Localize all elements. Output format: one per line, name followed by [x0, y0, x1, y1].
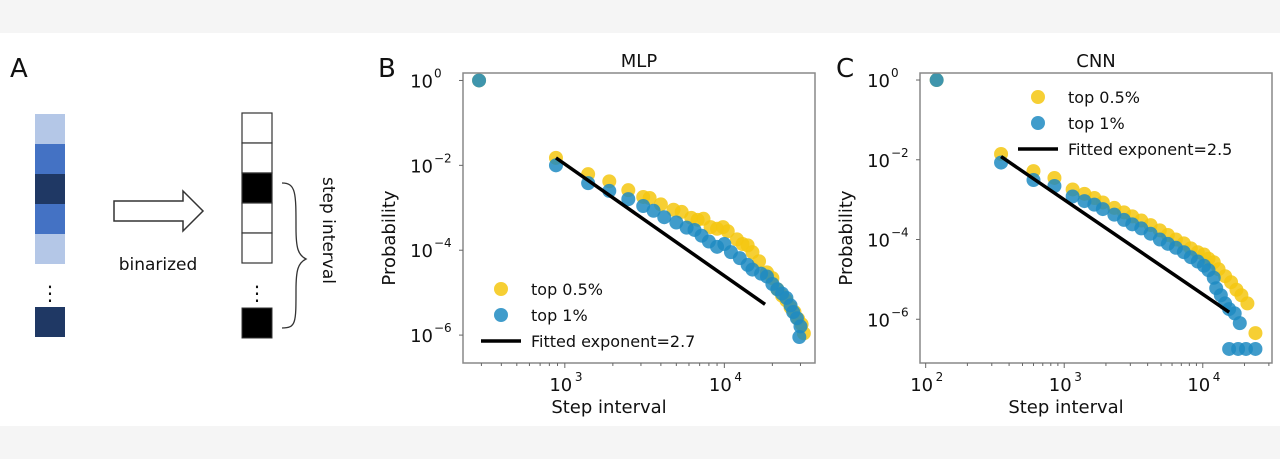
data-point: [621, 192, 636, 207]
y-tick-exponent: −6: [434, 321, 452, 335]
data-point: [929, 73, 944, 88]
y-tick-exponent: −2: [891, 146, 909, 160]
binary-cell: [241, 172, 273, 204]
panel-label: B: [378, 54, 396, 84]
input-cell: [35, 204, 65, 234]
legend-marker: [1031, 116, 1045, 130]
y-tick-label: 10: [867, 151, 890, 172]
x-tick-exponent: 3: [575, 370, 583, 384]
input-cell: [35, 234, 65, 264]
data-point: [1206, 270, 1221, 285]
data-point: [1232, 316, 1247, 331]
legend-label: Fitted exponent=2.5: [1068, 140, 1232, 159]
x-axis-label: Step interval: [1008, 397, 1123, 418]
data-point: [792, 330, 807, 345]
y-tick-label: 10: [410, 241, 433, 262]
binary-last-cell: [241, 307, 273, 339]
data-point: [720, 224, 735, 239]
input-cell: [35, 174, 65, 204]
figure-canvas: A ⋮ binarized ⋮ step interval B MLP 10 3 10 4…: [0, 33, 1280, 426]
input-cell: [35, 114, 65, 144]
plot-frame: [919, 72, 1273, 364]
chart-title: MLP: [621, 51, 658, 72]
binary-activation-column: [241, 112, 273, 264]
legend-label: Fitted exponent=2.7: [531, 332, 695, 351]
legend-label: top 0.5%: [1068, 88, 1140, 107]
legend-label: top 0.5%: [531, 280, 603, 299]
x-tick-label: 10: [1187, 375, 1210, 396]
y-tick-exponent: −2: [434, 151, 452, 165]
y-tick-exponent: −4: [891, 226, 909, 240]
series-top-1-: [929, 73, 1263, 356]
binarized-label: binarized: [119, 255, 198, 275]
x-tick-exponent: 2: [936, 370, 944, 384]
y-tick-exponent: −4: [434, 236, 452, 250]
binary-cell: [241, 112, 273, 144]
data-point: [1065, 189, 1080, 204]
x-tick-exponent: 3: [1074, 370, 1082, 384]
data-point: [646, 203, 661, 218]
data-point: [1095, 202, 1110, 217]
input-ellipsis: ⋮: [40, 281, 60, 305]
data-point: [657, 210, 672, 225]
legend-marker: [494, 282, 508, 296]
legend-label: top 1%: [531, 306, 588, 325]
y-tick-label: 10: [867, 231, 890, 252]
panel-a: A ⋮ binarized ⋮ step interval: [10, 54, 338, 339]
legend-label: top 1%: [1068, 114, 1125, 133]
x-axis-label: Step interval: [551, 397, 666, 418]
data-point: [472, 73, 487, 88]
y-tick-label: 10: [410, 156, 433, 177]
legend-marker: [1031, 90, 1045, 104]
binary-cell: [241, 142, 273, 174]
panel-label: C: [836, 54, 854, 84]
x-tick-label: 10: [549, 375, 572, 396]
binary-cell: [241, 232, 273, 264]
y-tick-label: 10: [867, 310, 890, 331]
step-interval-label: step interval: [318, 177, 338, 284]
x-tick-label: 10: [910, 375, 933, 396]
y-tick-label: 10: [410, 71, 433, 92]
legend: top 0.5% top 1% Fitted exponent=2.5: [1018, 88, 1232, 159]
legend-marker: [494, 308, 508, 322]
arrow-right-icon: [113, 189, 205, 233]
binary-cell: [241, 202, 273, 234]
data-point: [1248, 341, 1263, 356]
y-tick-label: 10: [410, 326, 433, 347]
y-tick-label: 10: [867, 71, 890, 92]
binary-ellipsis: ⋮: [247, 281, 267, 305]
data-point: [1248, 326, 1263, 341]
fit-line: [554, 156, 767, 306]
chart-title: CNN: [1076, 51, 1116, 72]
input-last-cell: [35, 307, 65, 337]
data-point: [1240, 296, 1255, 311]
input-activation-column: [35, 114, 65, 264]
x-tick-exponent: 4: [1213, 370, 1221, 384]
input-cell: [35, 144, 65, 174]
y-tick-exponent: 0: [891, 66, 899, 80]
y-tick-exponent: 0: [434, 66, 442, 80]
curly-brace-icon: [281, 182, 308, 329]
plot-frame: [462, 72, 816, 364]
x-tick-label: 10: [709, 375, 732, 396]
fit-line: [1000, 155, 1231, 314]
panel-a-label: A: [10, 54, 28, 84]
data-point: [793, 319, 808, 334]
y-axis-label: Probability: [836, 190, 857, 285]
y-axis-label: Probability: [379, 190, 400, 285]
y-tick-exponent: −6: [891, 305, 909, 319]
series-top-1-: [472, 73, 808, 345]
legend: top 0.5% top 1% Fitted exponent=2.7: [481, 280, 695, 351]
x-tick-label: 10: [1049, 375, 1072, 396]
x-tick-exponent: 4: [734, 370, 742, 384]
